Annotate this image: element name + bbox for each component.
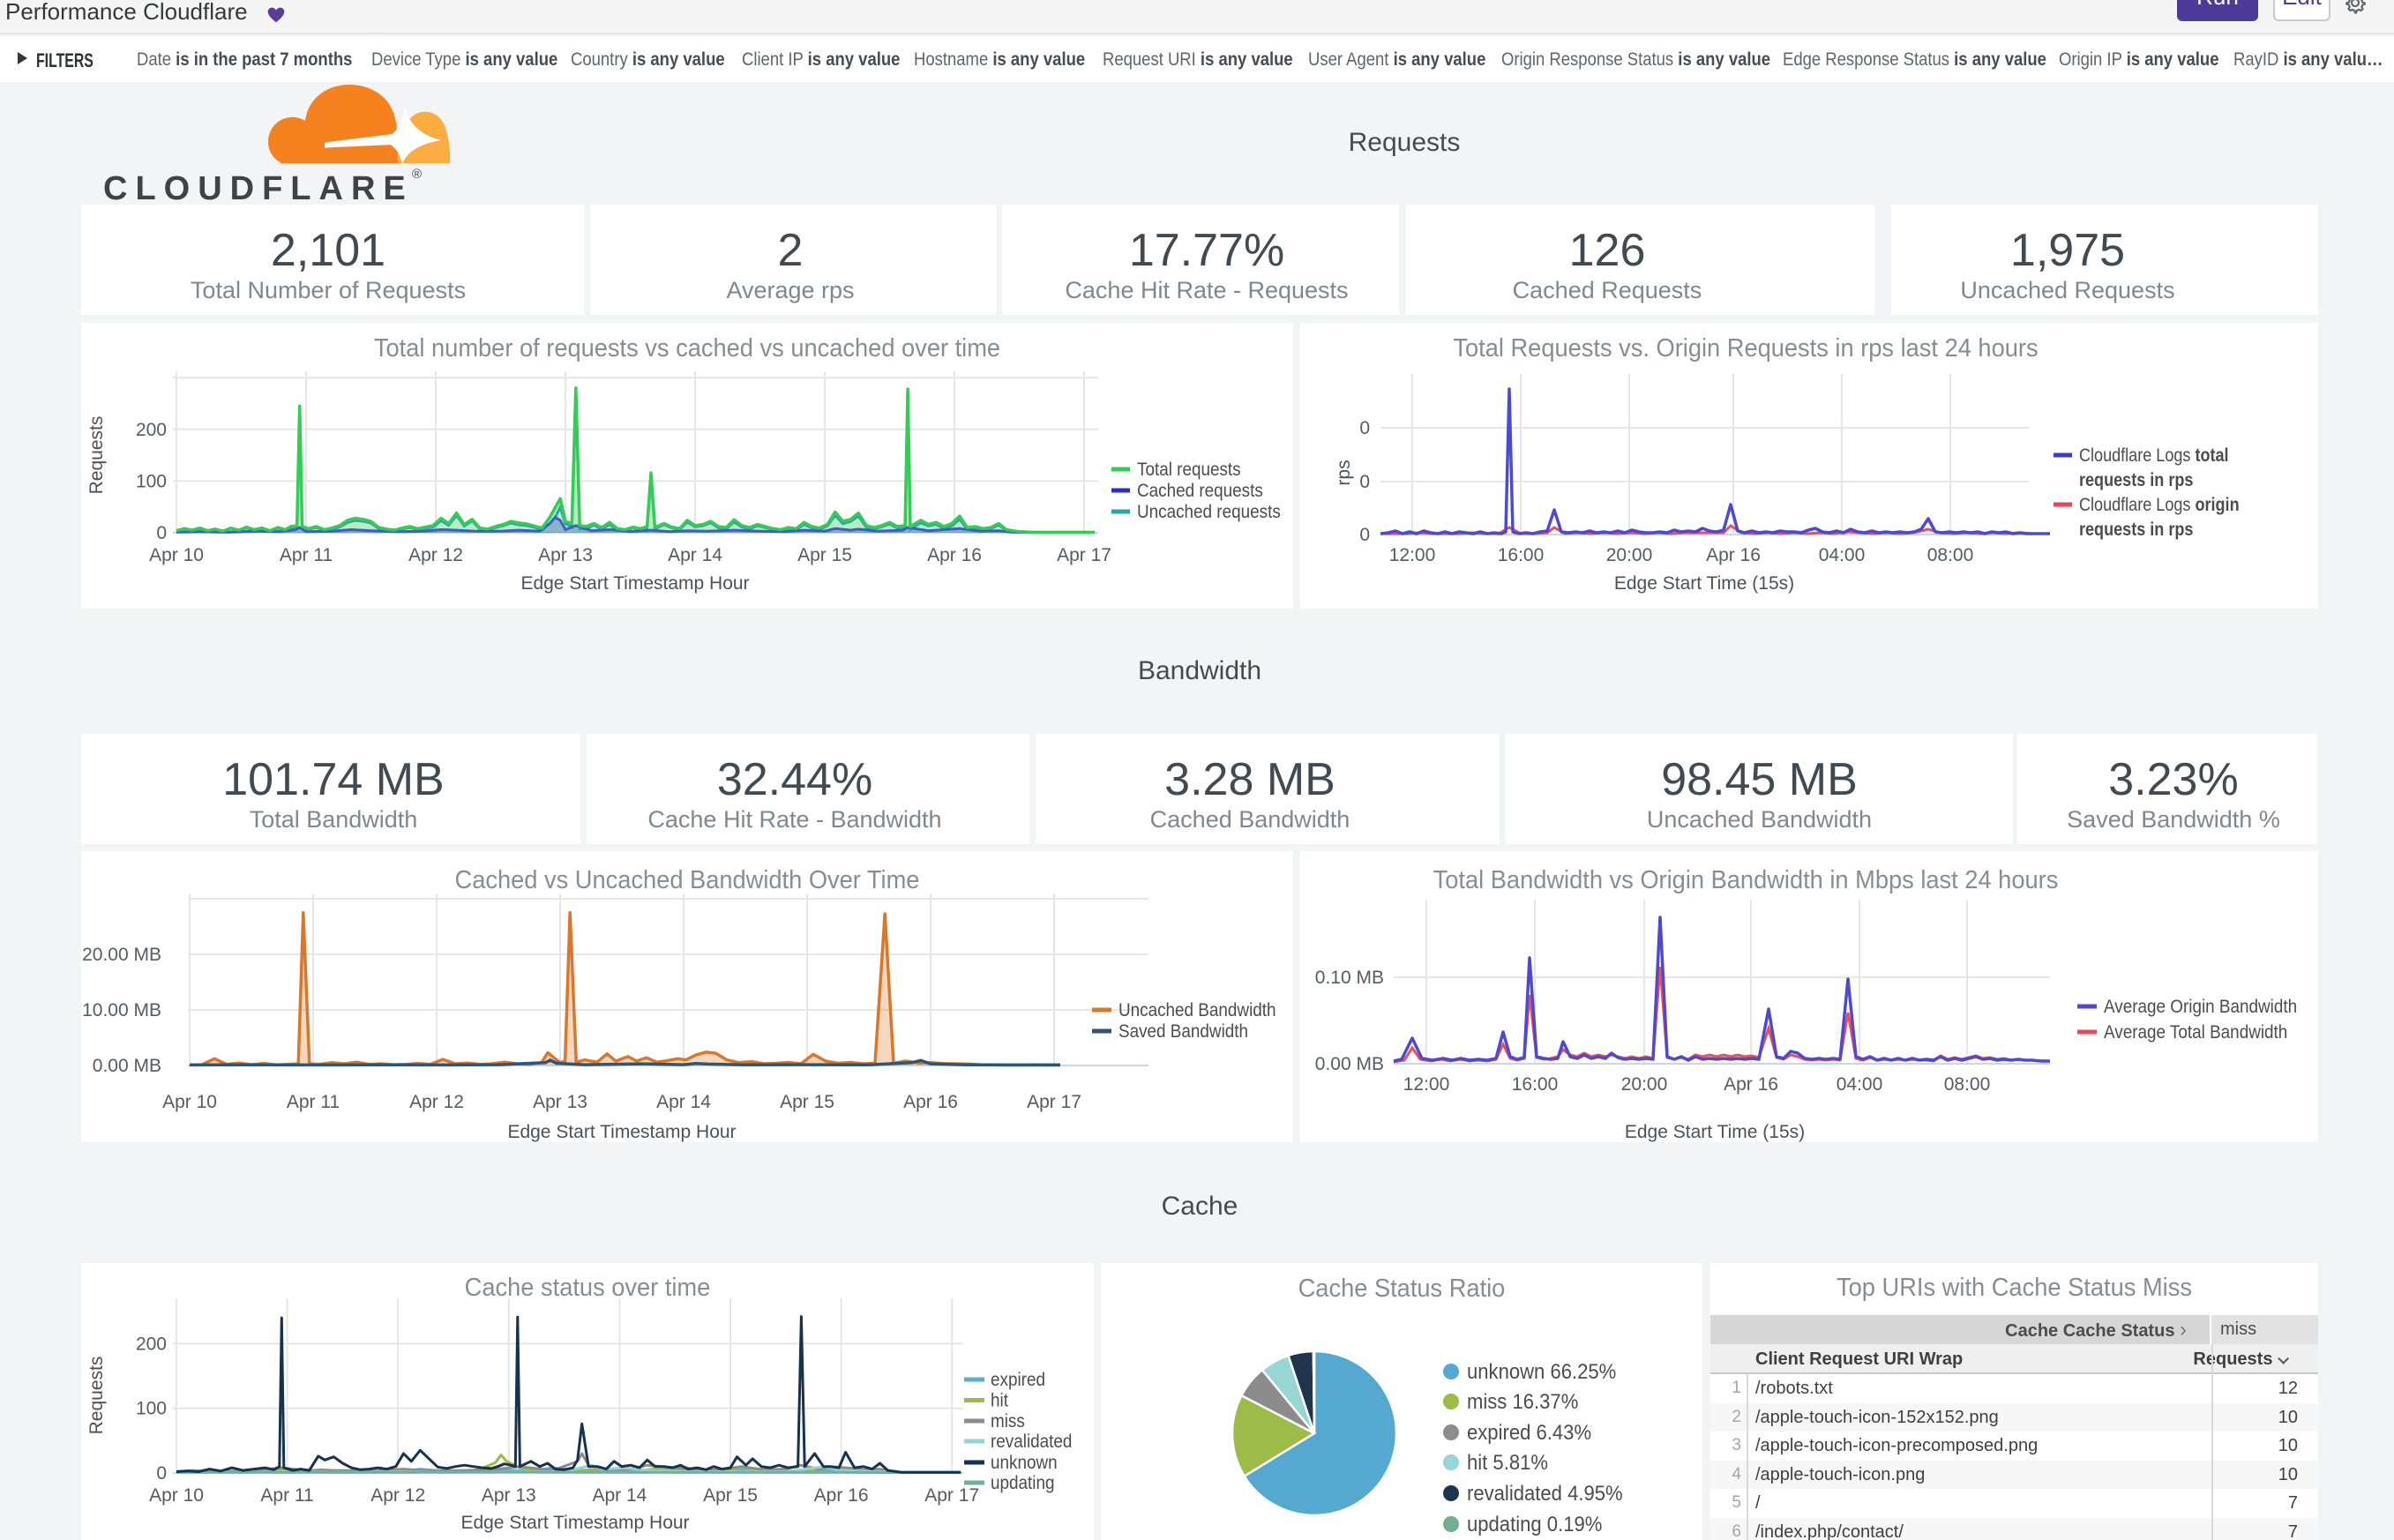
svg-text:Apr 15: Apr 15 [703, 1485, 758, 1506]
svg-text:Saved Bandwidth: Saved Bandwidth [1118, 1021, 1248, 1042]
svg-text:Apr 14: Apr 14 [592, 1485, 647, 1506]
svg-text:Cloudflare Logs total: Cloudflare Logs total [2079, 445, 2229, 467]
svg-text:0: 0 [156, 523, 167, 543]
svg-text:Total Requests vs. Origin Requ: Total Requests vs. Origin Requests in rp… [1453, 333, 2038, 362]
svg-text:16:00: 16:00 [1512, 1074, 1559, 1095]
svg-text:12:00: 12:00 [1403, 1074, 1450, 1095]
svg-text:updating: updating [991, 1473, 1054, 1493]
svg-text:0.00 MB: 0.00 MB [1315, 1054, 1384, 1074]
svg-text:unknown: unknown [991, 1453, 1058, 1473]
svg-text:Edge Start Time (15s): Edge Start Time (15s) [1614, 573, 1794, 594]
svg-text:0.10 MB: 0.10 MB [1315, 968, 1384, 988]
svg-text:04:00: 04:00 [1837, 1074, 1883, 1095]
svg-text:Apr 10: Apr 10 [162, 1092, 217, 1112]
svg-text:08:00: 08:00 [1944, 1074, 1991, 1095]
svg-text:Cache Status Ratio: Cache Status Ratio [1298, 1274, 1506, 1302]
svg-text:expired 6.43%: expired 6.43% [1467, 1420, 1591, 1444]
svg-text:Apr 16: Apr 16 [903, 1092, 958, 1112]
svg-text:Apr 15: Apr 15 [780, 1092, 834, 1112]
svg-text:Apr 17: Apr 17 [1027, 1092, 1081, 1112]
svg-text:CLOUDFLARE: CLOUDFLARE [103, 170, 414, 207]
svg-text:08:00: 08:00 [1927, 545, 1974, 565]
svg-text:Apr 15: Apr 15 [797, 545, 852, 565]
svg-text:Apr 10: Apr 10 [149, 545, 204, 565]
svg-text:04:00: 04:00 [1819, 545, 1866, 565]
svg-text:rps: rps [1334, 460, 1354, 485]
svg-text:Apr 11: Apr 11 [260, 1485, 313, 1506]
svg-text:Average Total Bandwidth: Average Total Bandwidth [2104, 1022, 2287, 1043]
svg-text:Apr 17: Apr 17 [1057, 545, 1111, 565]
svg-text:100: 100 [136, 1399, 167, 1419]
svg-text:unknown 66.25%: unknown 66.25% [1467, 1359, 1616, 1383]
svg-text:®: ® [412, 167, 422, 182]
svg-text:Edge Start Timestamp Hour: Edge Start Timestamp Hour [460, 1513, 689, 1533]
svg-text:200: 200 [136, 420, 167, 440]
svg-text:Apr 16: Apr 16 [814, 1485, 869, 1506]
svg-text:Apr 16: Apr 16 [927, 545, 982, 565]
svg-text:Total number of requests vs ca: Total number of requests vs cached vs un… [374, 333, 1000, 362]
svg-text:Uncached Bandwidth: Uncached Bandwidth [1118, 1000, 1276, 1020]
svg-text:hit: hit [991, 1391, 1008, 1411]
svg-text:0: 0 [1359, 525, 1370, 545]
svg-text:requests in rps: requests in rps [2079, 470, 2194, 491]
svg-text:Apr 10: Apr 10 [149, 1485, 204, 1506]
svg-text:Apr 12: Apr 12 [408, 545, 463, 565]
svg-text:Total requests: Total requests [1137, 460, 1241, 480]
svg-text:Edge Start Timestamp Hour: Edge Start Timestamp Hour [520, 573, 749, 594]
svg-text:0: 0 [1359, 418, 1370, 438]
svg-text:10.00 MB: 10.00 MB [82, 1000, 161, 1020]
svg-text:expired: expired [991, 1370, 1045, 1390]
svg-text:revalidated 4.95%: revalidated 4.95% [1467, 1481, 1623, 1505]
svg-text:20.00 MB: 20.00 MB [82, 945, 161, 965]
svg-text:Apr 16: Apr 16 [1724, 1074, 1778, 1095]
svg-text:revalidated: revalidated [991, 1432, 1072, 1452]
svg-text:Cached requests: Cached requests [1137, 481, 1263, 501]
svg-text:Apr 14: Apr 14 [668, 545, 722, 565]
svg-text:updating 0.19%: updating 0.19% [1467, 1512, 1602, 1536]
svg-text:Apr 13: Apr 13 [538, 545, 593, 565]
svg-text:Total Bandwidth vs Origin Band: Total Bandwidth vs Origin Bandwidth in M… [1433, 865, 2059, 893]
svg-text:Edge Start Time (15s): Edge Start Time (15s) [1625, 1122, 1805, 1142]
svg-text:0: 0 [1359, 472, 1370, 492]
svg-text:Apr 12: Apr 12 [409, 1092, 464, 1112]
svg-text:hit 5.81%: hit 5.81% [1467, 1450, 1548, 1474]
svg-text:200: 200 [136, 1334, 167, 1354]
svg-text:Apr 11: Apr 11 [280, 545, 333, 565]
svg-text:Requests: Requests [86, 1357, 107, 1435]
svg-text:requests in rps: requests in rps [2079, 520, 2194, 541]
svg-text:16:00: 16:00 [1498, 545, 1545, 565]
svg-text:Apr 14: Apr 14 [656, 1092, 711, 1112]
svg-text:12:00: 12:00 [1389, 545, 1436, 565]
svg-text:0: 0 [156, 1463, 167, 1484]
svg-text:Edge Start Timestamp Hour: Edge Start Timestamp Hour [507, 1122, 736, 1142]
svg-text:0.00 MB: 0.00 MB [93, 1056, 161, 1076]
svg-text:miss: miss [991, 1411, 1025, 1432]
svg-text:Apr 17: Apr 17 [924, 1485, 979, 1506]
svg-text:100: 100 [136, 471, 167, 491]
svg-text:Apr 16: Apr 16 [1706, 545, 1761, 565]
svg-text:Apr 13: Apr 13 [533, 1092, 587, 1112]
svg-text:miss 16.37%: miss 16.37% [1467, 1389, 1578, 1413]
svg-text:Uncached requests: Uncached requests [1137, 502, 1281, 522]
svg-text:Apr 11: Apr 11 [287, 1092, 340, 1112]
svg-text:Cached vs Uncached Bandwidth O: Cached vs Uncached Bandwidth Over Time [455, 865, 920, 893]
svg-text:Apr 13: Apr 13 [482, 1485, 536, 1506]
svg-text:Apr 12: Apr 12 [370, 1485, 425, 1506]
svg-text:Requests: Requests [86, 416, 107, 495]
svg-text:20:00: 20:00 [1621, 1074, 1668, 1095]
svg-text:Cloudflare Logs origin: Cloudflare Logs origin [2079, 495, 2240, 516]
svg-text:Average Origin Bandwidth: Average Origin Bandwidth [2104, 997, 2297, 1017]
svg-text:20:00: 20:00 [1606, 545, 1653, 565]
svg-text:Cache status over time: Cache status over time [465, 1273, 711, 1301]
